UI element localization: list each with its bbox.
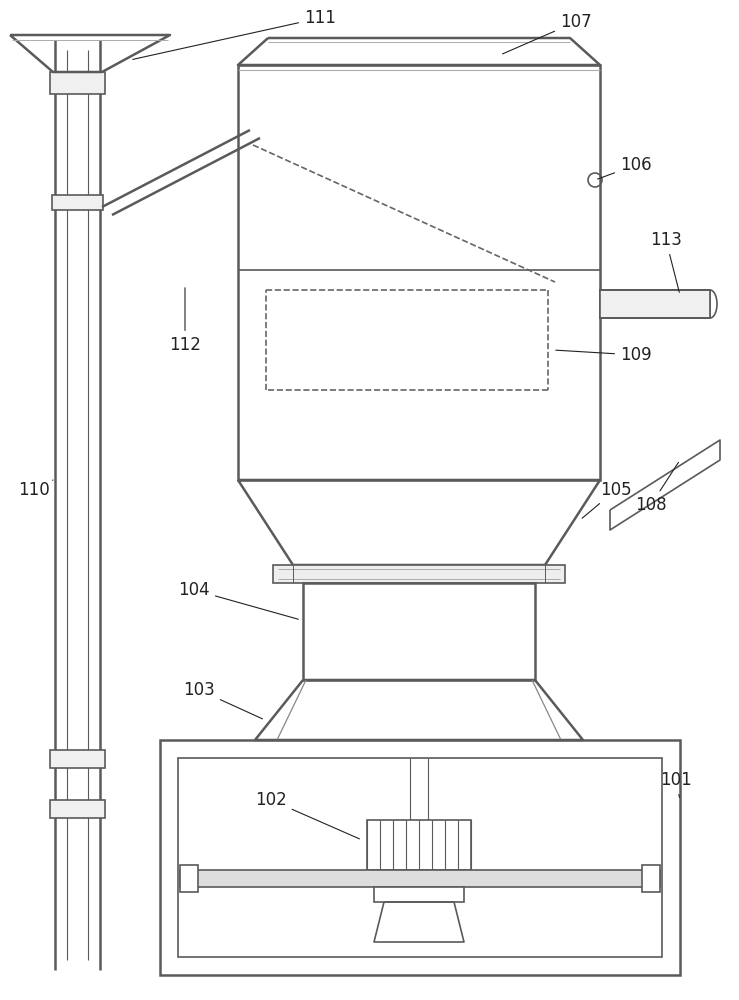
Bar (600, 290, 710, 318)
Text: 111: 111 (133, 9, 336, 59)
Text: 109: 109 (556, 346, 652, 364)
Bar (238, 65, 600, 480)
Bar (180, 870, 660, 887)
Bar (160, 740, 680, 975)
Text: 107: 107 (503, 13, 592, 54)
Text: 108: 108 (635, 462, 678, 514)
Text: 113: 113 (650, 231, 682, 292)
Bar (642, 865, 660, 892)
Bar (600, 290, 710, 318)
Bar (178, 758, 662, 957)
Text: 104: 104 (178, 581, 299, 619)
Text: 103: 103 (183, 681, 262, 719)
Text: 110: 110 (18, 480, 53, 499)
Text: 105: 105 (582, 481, 632, 518)
Bar (50, 800, 105, 818)
Bar (367, 820, 471, 870)
Bar (50, 750, 105, 768)
Bar (50, 72, 105, 94)
Text: 101: 101 (660, 771, 692, 797)
Text: 106: 106 (598, 156, 652, 179)
Text: 112: 112 (169, 288, 201, 354)
Bar (52, 195, 103, 210)
Bar (374, 887, 464, 902)
Bar (303, 583, 535, 680)
Bar (273, 565, 565, 583)
Text: 102: 102 (255, 791, 359, 839)
Bar (180, 865, 198, 892)
